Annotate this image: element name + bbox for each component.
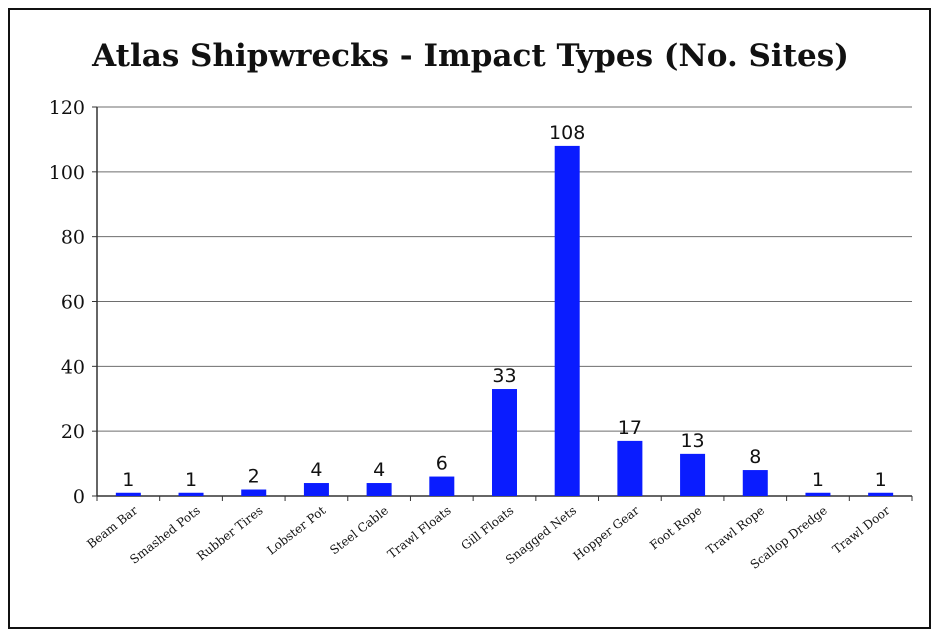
y-tick-label: 80 <box>61 227 85 249</box>
chart-frame <box>8 8 931 629</box>
x-tick-label: Beam Bar <box>84 503 140 551</box>
x-tick-label: Steel Cable <box>327 503 391 557</box>
bars <box>115 145 894 496</box>
y-tick-label: 120 <box>49 97 85 119</box>
bar <box>680 453 706 496</box>
bar <box>742 470 768 496</box>
data-label: 1 <box>812 469 824 491</box>
bar <box>805 492 831 496</box>
data-label: 8 <box>749 446 761 468</box>
data-label: 6 <box>436 453 448 475</box>
bar <box>241 489 267 496</box>
data-label: 1 <box>185 469 197 491</box>
data-label: 1 <box>875 469 887 491</box>
x-tick-label: Lobster Pot <box>264 503 328 557</box>
bar <box>617 440 643 496</box>
y-axis-ticks: 0 20 40 60 80 100 120 <box>49 97 85 508</box>
data-label: 13 <box>680 430 704 452</box>
y-tick-label: 60 <box>61 292 85 314</box>
x-tick-label: Hopper Gear <box>571 503 642 563</box>
bar <box>492 389 517 496</box>
x-tick-label: Rubber Tires <box>194 503 265 563</box>
y-tick-label: 0 <box>73 486 85 508</box>
bar <box>366 483 392 496</box>
y-tick-label: 100 <box>49 162 85 184</box>
bar <box>178 492 204 496</box>
data-label: 1 <box>122 469 134 491</box>
bar <box>868 492 894 496</box>
bar <box>115 492 141 496</box>
x-tick-label: Foot Rope <box>647 503 704 552</box>
data-label: 33 <box>492 365 516 387</box>
data-label: 4 <box>373 459 385 481</box>
chart-title: Atlas Shipwrecks - Impact Types (No. Sit… <box>92 38 849 74</box>
bar <box>303 483 329 496</box>
data-label: 108 <box>549 122 585 144</box>
y-tick-label: 40 <box>61 356 85 378</box>
data-label: 2 <box>248 466 260 488</box>
y-tick-label: 20 <box>61 421 85 443</box>
x-tick-label: Trawl Rope <box>703 503 767 557</box>
bar <box>554 145 580 496</box>
x-tick-label: Trawl Floats <box>385 503 454 561</box>
x-tick-label: Trawl Door <box>830 503 893 556</box>
data-label: 4 <box>310 459 322 481</box>
data-labels: 1 1 2 4 4 6 33 108 17 13 8 1 1 <box>122 122 886 491</box>
data-label: 17 <box>618 417 642 439</box>
bar <box>429 476 455 496</box>
x-tick-label: Gill Floats <box>459 503 517 552</box>
